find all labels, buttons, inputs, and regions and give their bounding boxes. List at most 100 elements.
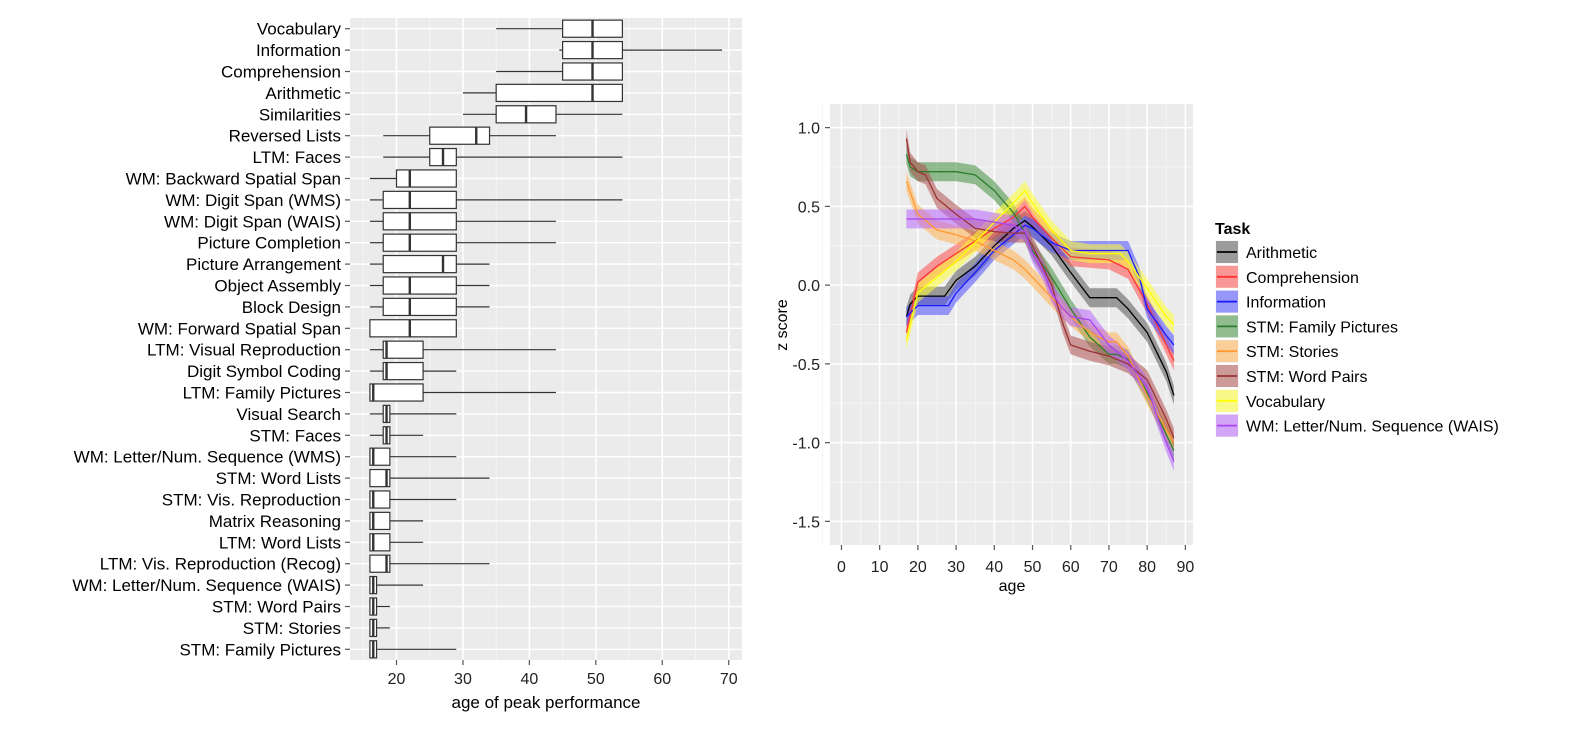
task-label-wm-forward-spatial-span: WM: Forward Spatial Span <box>138 319 341 338</box>
legend-items: Arithmetic Comprehension Information STM: F… <box>1214 239 1499 439</box>
ribbon-arithmetic <box>906 211 1174 405</box>
task-label-block-design: Block Design <box>242 298 341 317</box>
legend-label-comprehension: Comprehension <box>1246 270 1359 287</box>
x-tick-label: 10 <box>871 559 889 576</box>
x-tick-label: 40 <box>520 671 538 688</box>
legend-label-vocabulary: Vocabulary <box>1246 394 1325 411</box>
task-label-stm-word-lists: STM: Word Lists <box>216 469 341 488</box>
boxplot-x-axis-label: age of peak performance <box>451 693 640 712</box>
series-line-comprehension <box>905 205 1175 361</box>
task-label-arithmetic: Arithmetic <box>265 84 341 103</box>
legend-label-stm-family-pictures: STM: Family Pictures <box>1246 319 1398 336</box>
task-label-similarities: Similarities <box>259 105 341 124</box>
series-line-stm-family-pictures <box>905 154 1175 451</box>
legend-title: Task <box>1215 221 1250 238</box>
legend-label-arithmetic: Arithmetic <box>1246 245 1317 262</box>
box-block-design <box>382 297 457 317</box>
y-tick-label: -1.0 <box>792 436 820 453</box>
task-label-comprehension: Comprehension <box>221 63 341 82</box>
y-tick-label: -1.5 <box>792 514 820 531</box>
box-ltm-word-lists <box>369 533 391 552</box>
box-ltm-vis-reproduction-recog <box>369 554 391 573</box>
y-tick-label: 1.0 <box>798 121 820 138</box>
series-line-wm-letter-num-sequence-wais <box>906 218 1175 462</box>
box-wm-digit-span-wms <box>382 190 457 210</box>
legend-label-stm-word-pairs: STM: Word Pairs <box>1246 369 1368 386</box>
line-chart-series <box>905 138 1175 462</box>
task-label-reversed-lists: Reversed Lists <box>229 127 341 146</box>
legend-label-information: Information <box>1246 295 1326 312</box>
y-tick-label: 0.5 <box>798 199 820 216</box>
box-picture-arrangement <box>382 254 457 274</box>
task-label-object-assembly: Object Assembly <box>214 277 341 296</box>
task-label-wm-letter-num-sequence-wais: WM: Letter/Num. Sequence (WAIS) <box>72 576 341 595</box>
x-tick-label: 20 <box>388 671 406 688</box>
task-label-ltm-faces: LTM: Faces <box>253 148 341 167</box>
boxplot-chart: Vocabulary Information Comprehension Arithm… <box>72 18 742 712</box>
boxplot-marks <box>369 19 723 659</box>
task-label-ltm-visual-reproduction: LTM: Visual Reproduction <box>147 341 341 360</box>
series-line-stm-stories <box>905 180 1175 443</box>
box-wm-backward-spatial-span <box>395 169 457 188</box>
boxplot-panel <box>350 18 742 660</box>
task-label-visual-search: Visual Search <box>236 405 341 424</box>
x-tick-label: 0 <box>837 559 846 576</box>
task-label-wm-letter-num-sequence-wms: WM: Letter/Num. Sequence (WMS) <box>74 448 341 467</box>
boxplot-task-labels: Vocabulary Information Comprehension Arithm… <box>72 20 350 659</box>
task-label-vocabulary: Vocabulary <box>257 20 342 39</box>
box-picture-completion <box>382 233 457 252</box>
y-tick-label: 0.0 <box>798 278 820 295</box>
box-wm-forward-spatial-span <box>369 319 457 338</box>
task-label-matrix-reasoning: Matrix Reasoning <box>209 512 341 531</box>
legend-label-wm-letter-num-sequence-wais: WM: Letter/Num. Sequence (WAIS) <box>1246 419 1499 436</box>
line-chart-x-ticks: 0 10 20 30 40 50 60 70 80 90 <box>837 545 1194 576</box>
box-arithmetic <box>495 83 624 103</box>
task-label-stm-faces: STM: Faces <box>249 426 341 445</box>
x-tick-label: 30 <box>947 559 965 576</box>
task-label-wm-digit-span-wms: WM: Digit Span (WMS) <box>165 191 341 210</box>
x-tick-label: 80 <box>1138 559 1156 576</box>
line-chart-y-axis-label: z score <box>774 299 791 351</box>
series-line-stm-word-pairs <box>905 138 1175 439</box>
box-reversed-lists <box>429 126 491 145</box>
y-tick-label: -0.5 <box>792 357 820 374</box>
x-tick-label: 70 <box>1100 559 1118 576</box>
task-label-ltm-word-lists: LTM: Word Lists <box>219 533 341 552</box>
task-label-ltm-vis-reproduction-recog: LTM: Vis. Reproduction (Recog) <box>100 555 341 574</box>
task-label-stm-family-pictures: STM: Family Pictures <box>179 640 341 659</box>
box-stm-word-lists <box>369 468 391 488</box>
x-tick-label: 50 <box>587 671 605 688</box>
box-wm-digit-span-wais <box>382 212 457 231</box>
task-label-wm-backward-spatial-span: WM: Backward Spatial Span <box>126 170 341 189</box>
task-label-stm-stories: STM: Stories <box>243 619 341 638</box>
x-tick-label: 40 <box>985 559 1003 576</box>
legend: Task Arithmetic Comprehension Information S… <box>1214 221 1499 439</box>
task-label-picture-arrangement: Picture Arrangement <box>186 255 341 274</box>
box-ltm-visual-reproduction <box>382 340 424 359</box>
box-matrix-reasoning <box>369 511 391 531</box>
series-line-arithmetic <box>905 219 1175 396</box>
box-wm-letter-num-sequence-wms <box>369 447 391 466</box>
series-line-information <box>905 224 1175 346</box>
task-label-stm-vis-reproduction: STM: Vis. Reproduction <box>162 491 341 510</box>
ribbon-stm-family-pictures <box>906 144 1174 460</box>
task-label-ltm-family-pictures: LTM: Family Pictures <box>183 384 341 403</box>
x-tick-label: 60 <box>1062 559 1080 576</box>
task-label-picture-completion: Picture Completion <box>197 234 341 253</box>
box-stm-vis-reproduction <box>369 490 391 509</box>
boxplot-x-ticks: 20 30 40 50 60 70 <box>388 660 738 688</box>
line-chart-x-axis-label: age <box>999 578 1026 595</box>
box-digit-symbol-coding <box>382 361 424 381</box>
line-chart-y-ticks: 1.0 0.5 0.0 -0.5 -1.0 -1.5 <box>792 121 830 531</box>
legend-label-stm-stories: STM: Stories <box>1246 344 1338 361</box>
x-tick-label: 70 <box>720 671 738 688</box>
task-label-stm-word-pairs: STM: Word Pairs <box>212 598 341 617</box>
task-label-digit-symbol-coding: Digit Symbol Coding <box>187 362 341 381</box>
x-tick-label: 90 <box>1176 559 1194 576</box>
line-chart: 0 10 20 30 40 50 60 70 80 90 1.0 0.5 0.0 -0.5 -1.0 -1.… <box>774 104 1194 595</box>
task-label-information: Information <box>256 41 341 60</box>
x-tick-label: 30 <box>454 671 472 688</box>
x-tick-label: 50 <box>1024 559 1042 576</box>
task-label-wm-digit-span-wais: WM: Digit Span (WAIS) <box>164 212 341 231</box>
